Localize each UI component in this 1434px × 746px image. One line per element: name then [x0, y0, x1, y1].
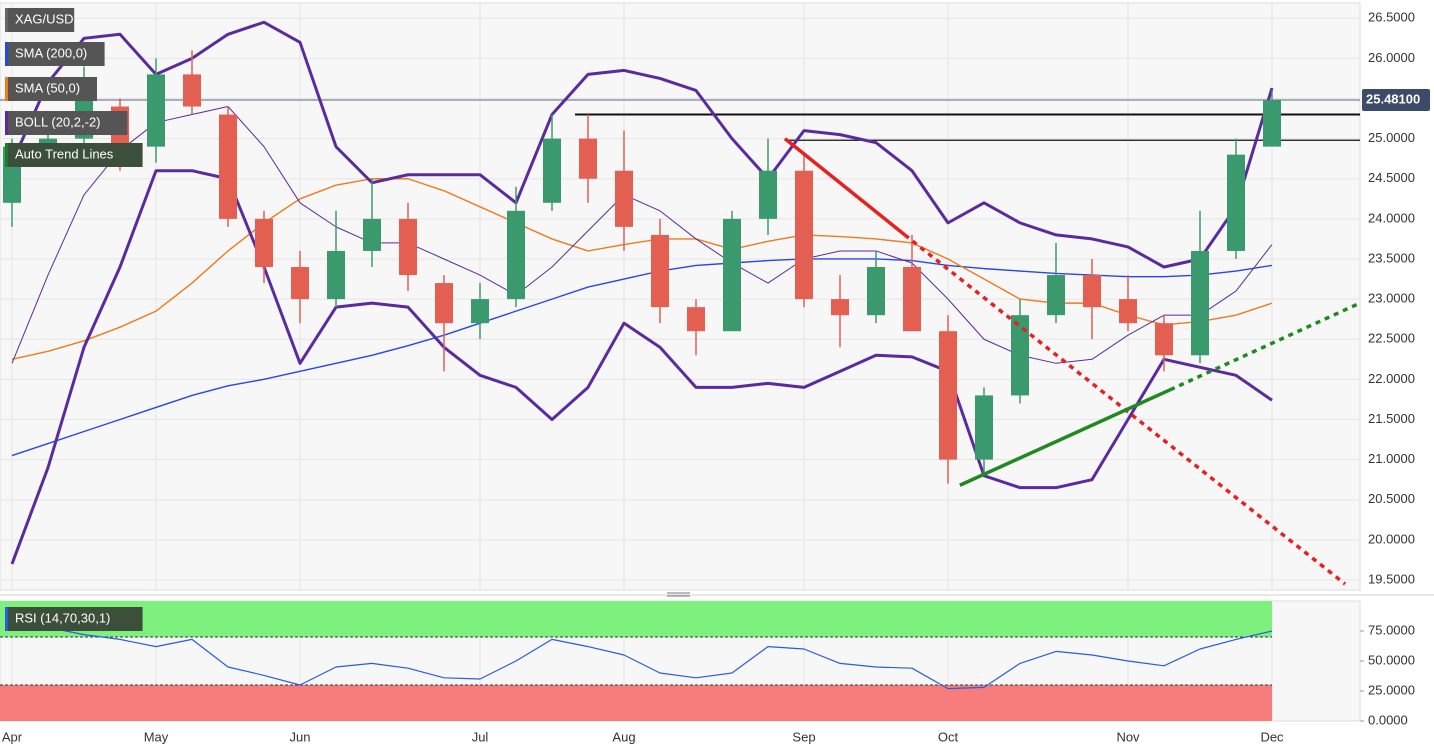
candle-body [543, 138, 561, 203]
legend-swatch [5, 8, 8, 32]
y-tick-label: 26.5000 [1368, 10, 1415, 25]
candle-body [399, 218, 417, 276]
candle-body [39, 138, 57, 147]
rsi-overbought-zone [0, 601, 1272, 637]
legend-box[interactable] [5, 8, 75, 32]
y-tick-label: 22.5000 [1368, 331, 1415, 346]
y-tick-label: 21.5000 [1368, 411, 1415, 426]
rsi-tick-label: 25.0000 [1368, 682, 1415, 697]
candle-body [255, 218, 273, 268]
rsi-legend-box[interactable] [5, 607, 143, 631]
trend-line [959, 388, 1171, 487]
candle-body [1119, 299, 1137, 324]
candle-body [687, 307, 705, 332]
rsi-line [11, 622, 1273, 690]
legend-box[interactable] [5, 111, 128, 135]
candle-body [651, 234, 669, 308]
candle-body [507, 210, 525, 300]
legend-label[interactable]: Auto Trend Lines [15, 146, 114, 161]
candle-body [471, 299, 489, 324]
candle-body [147, 74, 165, 147]
sma-line [11, 258, 1273, 457]
rsi-legend-label[interactable]: RSI (14,70,30,1) [15, 610, 110, 625]
candle-body [219, 114, 237, 219]
last-price-box [1362, 89, 1430, 112]
legend-swatch [5, 42, 8, 66]
resize-handle[interactable] [667, 592, 690, 597]
x-tick-label: Aug [612, 729, 635, 744]
x-tick-label: Jul [472, 729, 489, 744]
candle-body [615, 170, 633, 227]
candle-body [1227, 154, 1245, 251]
legend-swatch [5, 77, 8, 101]
candle-body [723, 218, 741, 332]
x-tick-label: Dec [1260, 729, 1284, 744]
rsi-legend-swatch [5, 607, 8, 631]
x-tick-label: Jun [290, 729, 311, 744]
legend-box[interactable] [5, 42, 105, 66]
candle-body [903, 267, 921, 332]
legend-label[interactable]: SMA (50,0) [15, 80, 80, 95]
candle-body [939, 331, 957, 460]
candle-body [435, 283, 453, 324]
y-tick-label: 23.0000 [1368, 291, 1415, 306]
candle-body [1191, 250, 1209, 356]
candle-body [975, 395, 993, 460]
rsi-tick-label: 50.0000 [1368, 652, 1415, 667]
legend-label[interactable]: SMA (200,0) [15, 45, 87, 60]
candle-body [1011, 315, 1029, 396]
last-price-label: 25.48100 [1366, 91, 1420, 106]
legend-label[interactable]: XAG/USD [15, 11, 74, 26]
y-tick-label: 24.5000 [1368, 170, 1415, 185]
candle-body [1083, 275, 1101, 308]
rsi-oversold-zone [0, 685, 1272, 721]
candle-body [759, 170, 777, 219]
y-tick-label: 22.0000 [1368, 371, 1415, 386]
candle-body [1047, 275, 1065, 316]
candle-body [579, 138, 597, 179]
legend-label[interactable]: BOLL (20,2,-2) [15, 114, 101, 129]
candle-body [327, 250, 345, 300]
y-tick-label: 20.5000 [1368, 491, 1415, 506]
y-tick-label: 23.5000 [1368, 250, 1415, 265]
candle-body [1155, 323, 1173, 356]
x-tick-label: Sep [792, 729, 815, 744]
x-tick-label: Apr [2, 729, 23, 744]
y-tick-label: 24.0000 [1368, 210, 1415, 225]
rsi-tick-label: 0.0000 [1368, 712, 1408, 727]
y-tick-label: 21.0000 [1368, 451, 1415, 466]
bollinger-upper [10, 20, 1274, 269]
candle-body [183, 74, 201, 107]
y-tick-label: 25.0000 [1368, 130, 1415, 145]
y-tick-label: 19.5000 [1368, 571, 1415, 586]
bollinger-middle [11, 106, 1273, 364]
trend-line-projection [1169, 301, 1361, 392]
price-panel [0, 2, 1361, 591]
legend-box[interactable] [5, 77, 97, 101]
candle-body [363, 218, 381, 251]
legend-box[interactable] [5, 143, 143, 167]
candle-body [1263, 100, 1281, 147]
candle-body [291, 267, 309, 300]
y-tick-label: 26.0000 [1368, 50, 1415, 65]
candle-body [867, 267, 885, 316]
legend-swatch [5, 143, 8, 167]
candle-body [831, 299, 849, 316]
y-tick-label: 20.0000 [1368, 531, 1415, 546]
x-tick-label: May [144, 729, 169, 744]
trend-line [783, 137, 906, 237]
x-tick-label: Nov [1116, 729, 1140, 744]
candle-body [795, 170, 813, 300]
x-tick-label: Oct [938, 729, 959, 744]
legend-swatch [5, 111, 8, 135]
rsi-tick-label: 75.0000 [1368, 622, 1415, 637]
